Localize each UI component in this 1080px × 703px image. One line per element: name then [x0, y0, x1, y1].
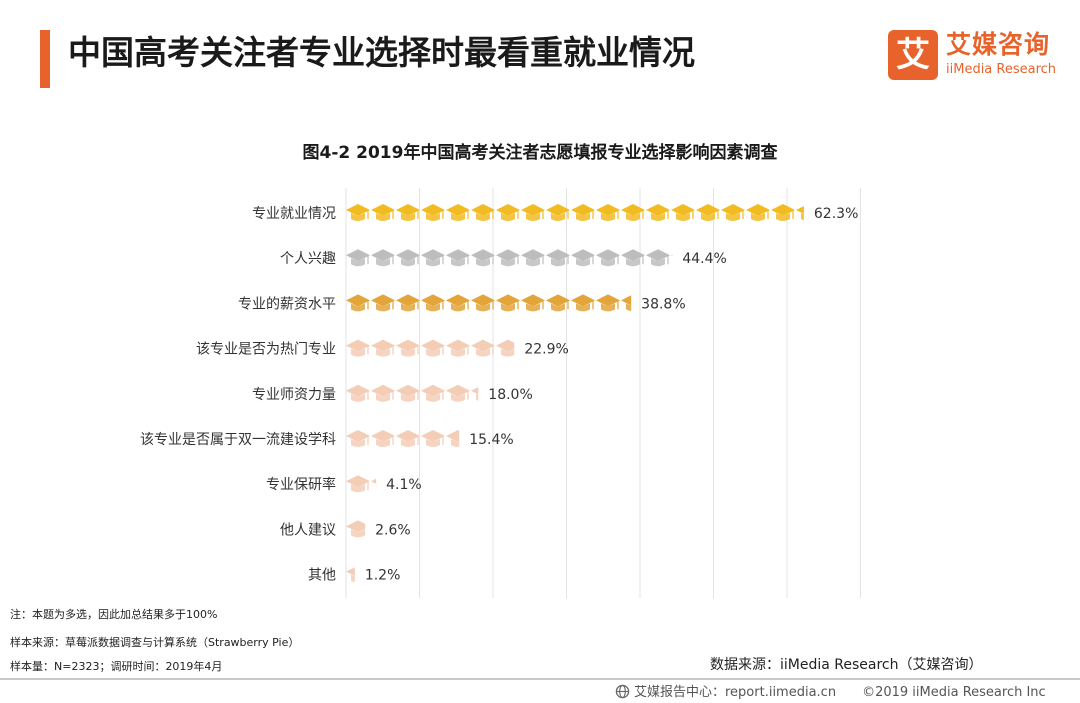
note-multi-select: 注：本题为多选，因此加总结果多于100%: [10, 608, 218, 621]
footer-site: 艾媒报告中心：report.iimedia.cn: [634, 685, 837, 700]
category-label: 专业保研率: [266, 476, 336, 493]
value-label: 44.4%: [682, 251, 726, 267]
value-label: 62.3%: [814, 206, 858, 222]
bar: [346, 339, 515, 357]
graduation-cap-icon: [346, 339, 515, 357]
category-label: 专业就业情况: [252, 206, 336, 222]
value-label: 1.2%: [365, 568, 401, 584]
bar: [346, 249, 673, 267]
page-title: 中国高考关注者专业选择时最看重就业情况: [68, 33, 695, 72]
value-label: 38.8%: [641, 296, 685, 312]
graduation-cap-icon: [346, 430, 460, 447]
footer: 艾媒报告中心：report.iimedia.cn ©2019 iiMedia Re…: [615, 681, 1046, 700]
bar: [346, 567, 355, 583]
category-label: 该专业是否属于双一流建设学科: [140, 432, 336, 448]
category-label: 该专业是否为热门专业: [196, 342, 336, 358]
graduation-cap-icon: [346, 204, 804, 221]
title-accent-bar: [40, 30, 50, 88]
category-label: 他人建议: [280, 522, 336, 538]
logo-name-cn: 艾媒咨询: [946, 30, 1051, 59]
value-label: 15.4%: [469, 432, 513, 448]
category-label: 专业的薪资水平: [238, 296, 336, 312]
bar: [346, 384, 479, 402]
graduation-cap-icon: [346, 384, 479, 402]
logo-name-en: iiMedia Research: [946, 62, 1057, 77]
bar: [346, 204, 804, 221]
bar: [346, 430, 460, 447]
footer-divider: [0, 678, 1080, 680]
category-label: 其他: [308, 568, 336, 584]
value-label: 4.1%: [386, 477, 422, 493]
graduation-cap-icon: [346, 249, 673, 267]
data-source: 数据来源：iiMedia Research（艾媒咨询）: [710, 657, 983, 673]
graduation-cap-icon: [346, 567, 355, 583]
graduation-cap-icon: [346, 294, 632, 312]
category-label: 个人兴趣: [280, 251, 336, 267]
chart-title: 图4-2 2019年中国高考关注者志愿填报专业选择影响因素调查: [302, 143, 778, 163]
iimedia-logo: 艾 艾媒咨询 iiMedia Research: [888, 30, 1063, 84]
value-label: 22.9%: [524, 342, 568, 358]
value-label: 2.6%: [375, 522, 411, 538]
bar: [346, 520, 366, 538]
graduation-cap-icon: [346, 520, 366, 538]
note-sample-size: 样本量：N=2323；调研时间：2019年4月: [10, 660, 223, 673]
bar-chart: 专业就业情况 62.3% 个人兴趣 44.4% 专业的薪资水平 38.8% 该专业是否为热门…: [140, 188, 861, 598]
graduation-cap-icon: [346, 475, 377, 493]
category-label: 专业师资力量: [252, 387, 336, 403]
bar: [346, 475, 377, 493]
value-label: 18.0%: [488, 387, 532, 403]
logo-mark-icon: 艾: [888, 30, 938, 80]
footer-copyright: ©2019 iiMedia Research Inc: [862, 685, 1046, 700]
bar: [346, 294, 632, 312]
note-sample-source: 样本来源：草莓派数据调查与计算系统（Strawberry Pie）: [10, 636, 300, 649]
globe-icon: [615, 684, 630, 699]
